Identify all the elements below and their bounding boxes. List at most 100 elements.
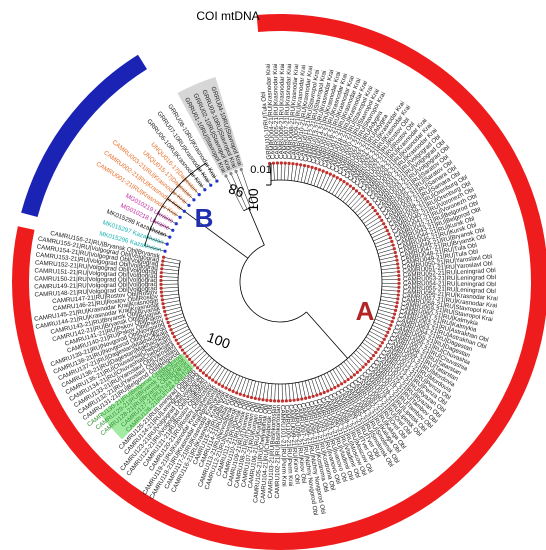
node-marker: [371, 205, 375, 210]
node-marker: [368, 202, 372, 207]
terminal-branch: [378, 252, 397, 257]
node-marker: [384, 334, 388, 338]
terminal-branch: [274, 383, 276, 402]
leaf-label: CAMRU100-21|RU|Perm Krai: [283, 405, 294, 487]
node-marker: [164, 313, 168, 317]
node-marker: [366, 200, 370, 204]
node-marker: [161, 259, 165, 263]
terminal-branch: [381, 289, 400, 292]
node-marker: [235, 391, 239, 395]
tree-branch-layer: [144, 162, 400, 402]
node-marker: [207, 376, 212, 380]
bootstrap-label-root: 100: [245, 188, 261, 212]
terminal-branch: [144, 245, 165, 252]
terminal-branch: [160, 268, 179, 271]
node-marker: [185, 354, 189, 358]
terminal-branch: [347, 192, 361, 207]
node-marker: [174, 222, 178, 226]
node-marker: [376, 347, 380, 351]
terminal-branch: [291, 383, 295, 402]
terminal-branch: [172, 191, 189, 205]
node-marker: [198, 368, 203, 373]
terminal-branch: [381, 292, 400, 296]
node-marker: [217, 382, 221, 386]
node-marker: [161, 302, 165, 306]
terminal-branch: [294, 163, 298, 182]
node-marker: [167, 324, 172, 328]
node-marker: [326, 389, 330, 393]
clade-b-ring: [21, 54, 147, 218]
terminal-branch: [367, 333, 384, 344]
terminal-branch: [326, 372, 336, 389]
terminal-branch: [357, 203, 372, 216]
node-marker: [369, 356, 373, 361]
leaf-label: CAMRU054-21|RU|Leningrad Obl: [403, 280, 496, 288]
terminal-branch: [273, 162, 275, 181]
node-marker: [395, 301, 399, 305]
terminal-branch: [191, 350, 205, 364]
terminal-branch: [258, 382, 263, 401]
leaf-label: CAMRU006-21|RU|Krasnodar Krai: [278, 64, 286, 159]
terminal-branch: [183, 342, 199, 355]
terminal-branch: [228, 374, 237, 391]
node-marker: [314, 166, 318, 171]
node-marker: [361, 365, 365, 369]
terminal-branch: [360, 344, 375, 357]
node-marker: [389, 323, 393, 327]
terminal-branch: [340, 363, 353, 379]
node-marker: [345, 182, 349, 186]
terminal-branch: [147, 237, 167, 244]
node-marker: [201, 371, 205, 375]
terminal-branch: [239, 378, 247, 396]
node-marker: [336, 384, 340, 388]
terminal-branch: [335, 367, 346, 383]
node-marker: [234, 169, 238, 174]
node-marker: [325, 170, 329, 175]
node-marker: [348, 184, 352, 188]
node-marker: [187, 203, 191, 207]
node-marker: [310, 165, 314, 170]
terminal-branch: [153, 220, 173, 231]
node-marker: [355, 370, 359, 375]
node-marker: [387, 327, 391, 331]
node-marker: [373, 209, 377, 213]
node-marker: [386, 330, 390, 334]
terminal-branch: [161, 260, 180, 265]
terminal-branch: [188, 348, 203, 361]
node-marker: [363, 197, 367, 201]
terminal-branch: [365, 216, 381, 227]
terminal-branch: [251, 380, 256, 399]
node-marker: [339, 178, 343, 182]
terminal-branch: [381, 267, 400, 271]
terminal-branch: [160, 290, 179, 293]
node-marker: [395, 258, 399, 262]
terminal-branch: [287, 162, 290, 181]
node-marker: [351, 186, 356, 191]
node-marker: [246, 394, 250, 399]
clade-a-connector: [306, 311, 348, 359]
terminal-branch: [378, 309, 396, 315]
terminal-branch: [193, 353, 208, 366]
node-marker: [397, 289, 401, 293]
terminal-branch: [343, 361, 356, 376]
terminal-branch: [377, 312, 395, 319]
terminal-branch: [334, 180, 345, 197]
terminal-branch: [202, 359, 215, 374]
node-marker: [388, 236, 393, 240]
outgroup-connector: [248, 208, 265, 246]
terminal-branch: [363, 339, 380, 351]
terminal-branch: [161, 264, 180, 268]
terminal-branch: [221, 371, 232, 388]
terminal-branch: [285, 383, 287, 402]
node-marker: [192, 198, 196, 202]
terminal-branch: [317, 376, 325, 394]
outgroup-highlight-band: [177, 76, 244, 176]
node-marker: [371, 353, 376, 358]
leaf-label: CAMRU052-21|RU|Leningrad Obl: [403, 267, 496, 279]
node-marker: [160, 294, 164, 298]
leaf-label: CAMRU055-21|RU|Leningrad Obl: [403, 284, 496, 295]
terminal-branch: [160, 276, 179, 278]
terminal-branch: [313, 168, 321, 186]
terminal-branch: [247, 380, 253, 398]
node-marker: [391, 243, 395, 247]
